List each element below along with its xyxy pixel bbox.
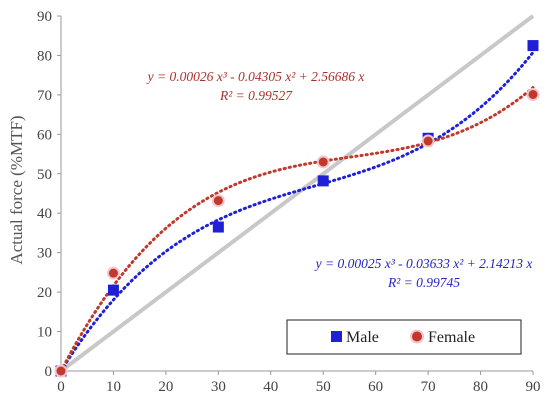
female-point (316, 155, 330, 169)
x-tick-label: 80 (473, 379, 488, 395)
data-points (54, 40, 540, 378)
axes: 0 10 20 30 40 50 60 70 80 90 0 10 20 30 40 50 60 70 80 90 (37, 9, 541, 395)
legend-male-marker (331, 331, 342, 342)
y-tick-label: 60 (37, 127, 52, 143)
y-axis-label: Actual force (%MTF) (7, 115, 26, 264)
female-trendline (59, 86, 535, 373)
male-trend-equation: y = 0.00025 x³ - 0.03633 x² + 2.14213 x (314, 256, 533, 271)
female-point (421, 134, 435, 148)
x-tick-label: 10 (106, 379, 121, 395)
x-tick-label: 30 (211, 379, 226, 395)
x-tick-label: 40 (263, 379, 278, 395)
y-tick-label: 10 (37, 325, 52, 341)
female-trend-r2: R² = 0.99527 (219, 88, 293, 103)
x-tick-label: 60 (368, 379, 383, 395)
male-point (212, 221, 224, 233)
x-tick-label: 0 (57, 379, 65, 395)
male-point (527, 40, 539, 52)
legend-female-label: Female (428, 329, 475, 346)
female-point (54, 364, 68, 378)
female-point (211, 194, 225, 208)
female-point (526, 87, 540, 101)
y-tick-label: 80 (37, 48, 52, 64)
male-trend-r2: R² = 0.99745 (387, 275, 460, 290)
legend-box (286, 319, 522, 355)
x-tick-label: 70 (421, 379, 436, 395)
y-tick-label: 50 (37, 167, 52, 183)
male-trendline (59, 50, 535, 373)
x-tick-label: 90 (526, 379, 541, 395)
legend-male-label: Male (346, 329, 379, 346)
x-tick-label: 20 (158, 379, 173, 395)
y-tick-label: 40 (37, 206, 52, 222)
legend-female-marker (410, 329, 424, 344)
reference-line (59, 14, 535, 373)
legend: Male Female (286, 319, 522, 355)
male-point (317, 175, 329, 187)
y-tick-label: 20 (37, 285, 52, 301)
female-trend-equation: y = 0.00026 x³ - 0.04305 x² + 2.56686 x (146, 69, 365, 84)
female-point (106, 266, 120, 280)
y-tick-label: 0 (45, 364, 53, 380)
y-tick-label: 70 (37, 88, 52, 104)
y-tick-label: 30 (37, 246, 52, 262)
x-tick-label: 50 (316, 379, 331, 395)
y-tick-label: 90 (37, 9, 52, 25)
trendlines (59, 50, 535, 373)
reference-line-group (59, 14, 535, 373)
male-point (107, 284, 119, 296)
